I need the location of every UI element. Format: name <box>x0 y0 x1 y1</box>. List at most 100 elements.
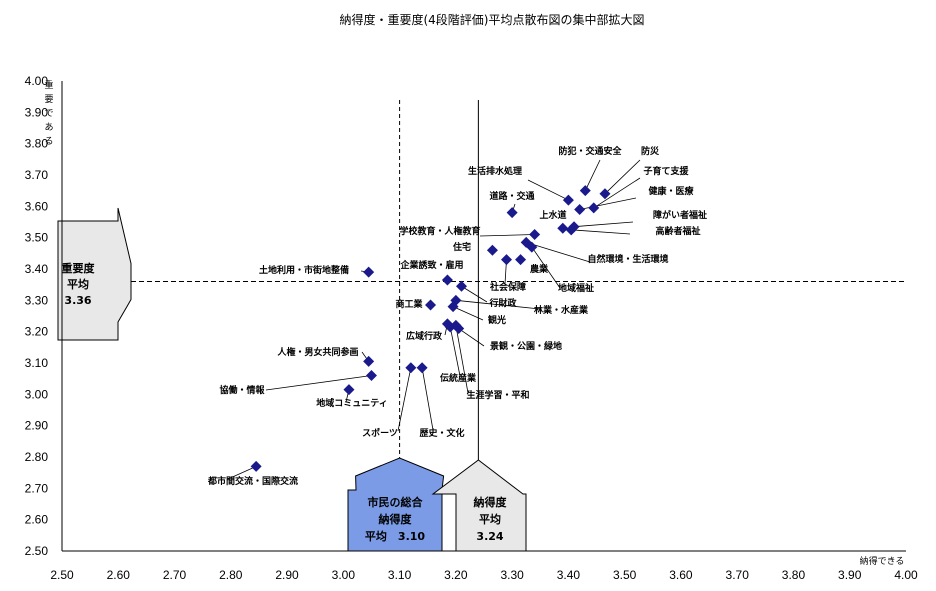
point-label: 観光 <box>488 314 506 326</box>
data-point <box>441 274 453 286</box>
reference-lines <box>131 100 906 460</box>
point-label: 障がい者福祉 <box>653 209 707 221</box>
satisfaction-callout-arrow <box>431 459 527 552</box>
point-label: 住宅 <box>453 241 471 253</box>
data-point <box>363 266 375 278</box>
y-axis-label-char: 要 <box>44 94 53 105</box>
point-label: 上水道 <box>539 209 566 221</box>
x-tick-label: 4.00 <box>894 568 918 582</box>
x-tick-label: 3.80 <box>782 568 806 582</box>
leader-line <box>571 229 631 235</box>
y-tick-label: 3.00 <box>25 387 49 401</box>
leader-line <box>397 367 412 432</box>
x-tick-label: 3.30 <box>500 568 524 582</box>
x-tick-label: 3.10 <box>388 568 412 582</box>
point-label: 道路・交通 <box>489 190 534 202</box>
y-tick-label: 3.10 <box>25 356 49 370</box>
satisfaction-callout-title: 納得度 <box>474 495 508 509</box>
leader-line <box>455 325 469 394</box>
point-label: 商工業 <box>395 298 423 310</box>
data-point <box>562 194 574 206</box>
x-tick-label: 3.90 <box>838 568 862 582</box>
leader-line <box>479 234 535 237</box>
callout-arrows <box>57 207 527 552</box>
y-tick-label: 3.50 <box>25 231 49 245</box>
importance-callout-title: 重要度 <box>62 261 96 275</box>
data-point <box>363 355 375 367</box>
y-tick-label: 3.60 <box>25 199 49 213</box>
point-label: 広域行政 <box>406 330 443 342</box>
x-tick-label: 3.50 <box>613 568 637 582</box>
data-point <box>557 222 569 234</box>
data-point <box>343 384 355 396</box>
x-tick-labels: 2.50 2.60 2.70 2.80 2.90 3.00 3.10 3.20 3.30 3.40… <box>50 568 918 582</box>
leader-line <box>531 246 561 289</box>
point-label: 生活排水処理 <box>468 165 522 177</box>
data-point <box>405 362 417 374</box>
x-tick-label: 2.70 <box>163 568 187 582</box>
x-tick-label: 2.80 <box>219 568 243 582</box>
satisfaction-callout-value: 3.24 <box>476 530 503 543</box>
data-point <box>455 280 467 292</box>
y-tick-label: 3.20 <box>25 325 49 339</box>
leader-line <box>573 221 634 228</box>
point-label: 防犯・交通安全 <box>558 145 622 157</box>
point-label: 歴史・文化 <box>419 427 464 439</box>
data-point <box>250 460 262 472</box>
y-tick-label: 3.30 <box>25 293 49 307</box>
y-tick-label: 2.50 <box>25 544 49 558</box>
y-tick-labels: 2.50 2.60 2.70 2.80 2.90 3.00 3.10 3.20 3.30 3.40… <box>25 74 49 558</box>
satisfaction-callout-sub: 平均 <box>479 512 501 526</box>
leader-line <box>461 285 488 303</box>
x-tick-label: 2.60 <box>107 568 131 582</box>
y-tick-label: 3.80 <box>25 137 49 151</box>
x-tick-label: 2.50 <box>50 568 74 582</box>
importance-callout-arrow <box>57 207 132 341</box>
point-label: スポーツ <box>362 427 398 439</box>
data-point <box>599 188 611 200</box>
citizen-callout-sub: 納得度 <box>379 512 413 526</box>
y-tick-label: 3.40 <box>25 262 49 276</box>
point-label: 学校教育・人権教育 <box>399 225 480 237</box>
citizen-callout-title: 市民の総合 <box>368 495 424 509</box>
y-axis-label-char: あ <box>44 122 53 133</box>
data-point <box>365 370 377 382</box>
point-label: 自然環境・生活環境 <box>587 253 668 265</box>
x-tick-label: 2.90 <box>275 568 299 582</box>
y-tick-label: 3.90 <box>25 105 49 119</box>
point-label: 都市間交流・国際交流 <box>207 475 298 487</box>
point-label: 林業・水産業 <box>534 304 589 316</box>
data-point <box>416 362 428 374</box>
leader-line <box>584 159 601 191</box>
point-label: 防災 <box>641 145 660 157</box>
point-label: 伝統産業 <box>440 372 477 384</box>
leader-line <box>458 328 485 347</box>
data-point <box>486 244 498 256</box>
leader-line <box>449 326 461 377</box>
citizen-callout-value: 平均 3.10 <box>365 529 425 543</box>
leader-line <box>227 466 257 480</box>
data-points <box>250 185 611 472</box>
data-point <box>515 254 527 266</box>
leader-line <box>452 306 484 321</box>
leader-line <box>455 299 541 310</box>
y-axis-label-char: で <box>44 109 53 119</box>
leader-line <box>604 159 641 195</box>
data-point <box>425 299 437 311</box>
leader-line <box>265 375 372 391</box>
importance-callout-value: 3.36 <box>64 294 91 307</box>
data-point <box>588 202 600 214</box>
leader-line <box>526 241 591 263</box>
x-tick-label: 3.60 <box>669 568 693 582</box>
leader-lines <box>227 159 641 480</box>
x-tick-label: 3.70 <box>726 568 750 582</box>
leader-line <box>421 367 434 431</box>
point-label: 協働・情報 <box>219 384 265 396</box>
y-tick-label: 2.90 <box>25 419 49 433</box>
x-tick-label: 3.00 <box>332 568 356 582</box>
y-tick-label: 2.70 <box>25 481 49 495</box>
data-point <box>501 254 513 266</box>
leader-line <box>579 197 637 210</box>
